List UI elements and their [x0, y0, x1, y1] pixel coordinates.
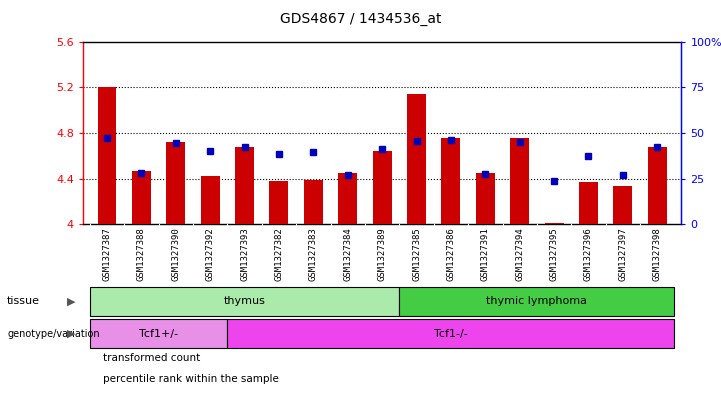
Bar: [544, 223, 564, 224]
Bar: [132, 171, 151, 224]
Bar: [579, 182, 598, 224]
Bar: [270, 181, 288, 224]
Text: Tcf1-/-: Tcf1-/-: [434, 329, 468, 339]
Text: GSM1327391: GSM1327391: [481, 228, 490, 281]
Bar: [304, 180, 323, 224]
Text: GSM1327386: GSM1327386: [446, 228, 456, 281]
Bar: [235, 147, 254, 224]
Bar: [97, 87, 117, 224]
Text: GSM1327392: GSM1327392: [205, 228, 215, 281]
Text: GSM1327397: GSM1327397: [619, 228, 627, 281]
Text: tissue: tissue: [7, 296, 40, 307]
Text: GSM1327394: GSM1327394: [516, 228, 524, 281]
Bar: [90, 319, 227, 348]
Bar: [510, 138, 529, 224]
Text: GSM1327382: GSM1327382: [275, 228, 283, 281]
Bar: [167, 142, 185, 224]
Bar: [227, 319, 674, 348]
Bar: [441, 138, 461, 224]
Text: GSM1327396: GSM1327396: [584, 228, 593, 281]
Text: Tcf1+/-: Tcf1+/-: [139, 329, 178, 339]
Text: GSM1327387: GSM1327387: [102, 228, 112, 281]
Text: ▶: ▶: [67, 296, 76, 307]
Text: GSM1327393: GSM1327393: [240, 228, 249, 281]
Bar: [90, 287, 399, 316]
Bar: [399, 287, 674, 316]
Bar: [200, 176, 220, 224]
Text: GSM1327385: GSM1327385: [412, 228, 421, 281]
Text: percentile rank within the sample: percentile rank within the sample: [103, 374, 279, 384]
Bar: [647, 147, 667, 224]
Bar: [407, 94, 426, 224]
Text: GSM1327395: GSM1327395: [549, 228, 559, 281]
Text: GSM1327398: GSM1327398: [653, 228, 662, 281]
Text: GSM1327383: GSM1327383: [309, 228, 318, 281]
Text: GSM1327384: GSM1327384: [343, 228, 353, 281]
Text: GSM1327388: GSM1327388: [137, 228, 146, 281]
Text: ▶: ▶: [67, 329, 76, 339]
Bar: [476, 173, 495, 224]
Bar: [373, 151, 392, 224]
Text: transformed count: transformed count: [103, 353, 200, 364]
Bar: [338, 173, 357, 224]
Bar: [614, 185, 632, 224]
Text: thymic lymphoma: thymic lymphoma: [487, 296, 588, 307]
Text: GSM1327390: GSM1327390: [172, 228, 180, 281]
Text: GDS4867 / 1434536_at: GDS4867 / 1434536_at: [280, 12, 441, 26]
Text: genotype/variation: genotype/variation: [7, 329, 99, 339]
Text: GSM1327389: GSM1327389: [378, 228, 386, 281]
Text: thymus: thymus: [224, 296, 265, 307]
